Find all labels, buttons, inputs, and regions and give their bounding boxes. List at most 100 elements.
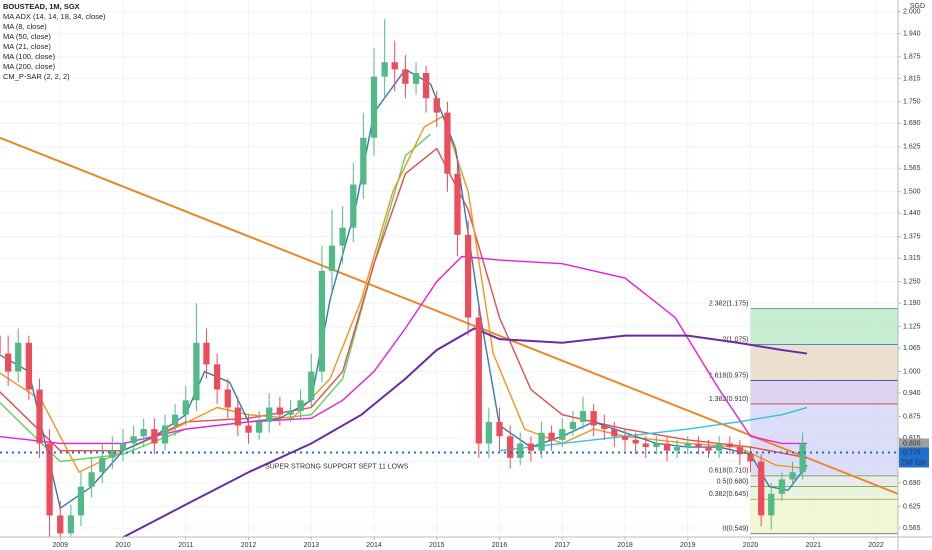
- moving-average: [0, 255, 808, 445]
- candle-body: [391, 62, 398, 70]
- indicator-label: MA (21, close): [3, 42, 51, 51]
- candle-body: [328, 245, 336, 271]
- candle-body: [611, 429, 618, 437]
- y-tick-label: 1.690: [903, 120, 921, 127]
- y-tick-label: 1.750: [903, 99, 921, 106]
- candle-body: [663, 443, 671, 451]
- candle-body: [266, 407, 273, 422]
- candle-body: [789, 472, 796, 480]
- candle-body: [77, 486, 85, 516]
- y-tick-label: 1.875: [903, 54, 921, 61]
- x-tick-label: 2018: [617, 542, 633, 549]
- candle-body: [569, 421, 577, 430]
- candle-body: [621, 436, 629, 440]
- candle-body: [130, 436, 137, 444]
- indicator-label: MA (50, close): [3, 32, 51, 41]
- candle-body: [360, 137, 367, 185]
- y-tick-label: 0.565: [903, 525, 921, 532]
- candle-body: [517, 443, 524, 458]
- candle-body: [642, 443, 649, 448]
- indicator-label: MA (100, close): [3, 52, 56, 61]
- candle-body: [25, 342, 33, 390]
- candle-body: [224, 389, 231, 408]
- candle-body: [485, 421, 492, 444]
- candle-body: [716, 443, 723, 451]
- x-tick-label: 2020: [743, 542, 759, 549]
- candle-body: [590, 411, 597, 426]
- x-tick-label: 2012: [241, 542, 257, 549]
- fib-label: 0.382(0.645): [709, 491, 749, 498]
- plot-area: 2.382(1.175) 2(1.075) 1.618(0.975) 1.382(0.…: [0, 0, 898, 537]
- y-tick-label: 0.815: [903, 435, 921, 442]
- candle-body: [778, 479, 786, 494]
- y-tick-label: 0.875: [903, 413, 921, 420]
- fib-label: 2(1.075): [722, 336, 748, 343]
- fib-band: [750, 380, 898, 404]
- y-tick-label: 1.440: [903, 210, 921, 217]
- fib-label: 0(0.549): [722, 526, 748, 533]
- candle-body: [422, 73, 430, 99]
- candle-body: [171, 414, 179, 426]
- candle-body: [548, 432, 555, 440]
- currency: SGD: [910, 3, 925, 10]
- candle-body: [161, 425, 169, 444]
- candle-body: [758, 461, 765, 516]
- candle-body: [412, 73, 420, 84]
- candle-body: [67, 515, 75, 534]
- candle-body: [747, 454, 754, 462]
- candle-body: [507, 436, 514, 458]
- candle-body: [109, 450, 116, 458]
- candle-body: [736, 447, 743, 455]
- x-tick-label: 2017: [554, 542, 570, 549]
- y-tick-label: 1.190: [903, 300, 921, 307]
- candle-body: [673, 447, 681, 451]
- indicator-label: MA (200, close): [3, 62, 56, 71]
- candle-body: [684, 443, 691, 448]
- candle-body: [444, 112, 451, 174]
- candle-body: [579, 411, 587, 422]
- candle-body: [454, 173, 461, 235]
- candle-body: [151, 429, 158, 444]
- price-label: 0.775: [903, 449, 921, 456]
- candle-body: [601, 425, 608, 430]
- candle-body: [339, 227, 346, 246]
- y-tick-label: 1.815: [903, 75, 921, 82]
- candle-body: [632, 439, 639, 444]
- x-tick-label: 2021: [805, 542, 821, 549]
- x-tick-label: 2010: [115, 542, 131, 549]
- x-tick-label: 2014: [366, 542, 382, 549]
- candle-body: [653, 443, 660, 448]
- candle-body: [140, 429, 147, 437]
- x-tick-label: 2019: [680, 542, 696, 549]
- fib-label: 1.618(0.975): [709, 372, 749, 379]
- y-tick-label: 1.065: [903, 345, 921, 352]
- y-tick-label: 1.565: [903, 165, 921, 172]
- candle-body: [527, 443, 535, 451]
- y-tick-label: 1.125: [903, 323, 921, 330]
- candle-body: [46, 443, 53, 516]
- candle-body: [726, 443, 733, 448]
- fib-label: 0.5(0.680): [717, 478, 749, 485]
- candle-body: [182, 400, 189, 415]
- fib-label: 2.382(1.175): [709, 300, 749, 307]
- fib-band: [750, 499, 898, 534]
- countdown: 23d 11h: [901, 459, 926, 466]
- y-tick-label: 1.000: [903, 368, 921, 375]
- candle-body: [256, 421, 263, 433]
- x-tick-label: 2009: [52, 542, 68, 549]
- candle-body: [705, 447, 712, 451]
- y-tick-label: 1.625: [903, 144, 921, 151]
- candle-body: [308, 371, 315, 401]
- y-tick-label: 0.940: [903, 390, 921, 397]
- y-tick-label: 2.000: [903, 9, 921, 16]
- candle-body: [350, 184, 357, 228]
- candle-body: [36, 389, 43, 444]
- indicator-label: CM_P-SAR (2, 2, 2): [3, 72, 70, 81]
- chart-title: BOUSTEAD, 1M, SGX: [3, 2, 80, 11]
- fib-band: [750, 344, 898, 381]
- countdown-bg: [899, 457, 929, 468]
- candle-body: [213, 364, 221, 390]
- y-tick-label: 0.690: [903, 480, 921, 487]
- y-tick-label: 1.315: [903, 255, 921, 262]
